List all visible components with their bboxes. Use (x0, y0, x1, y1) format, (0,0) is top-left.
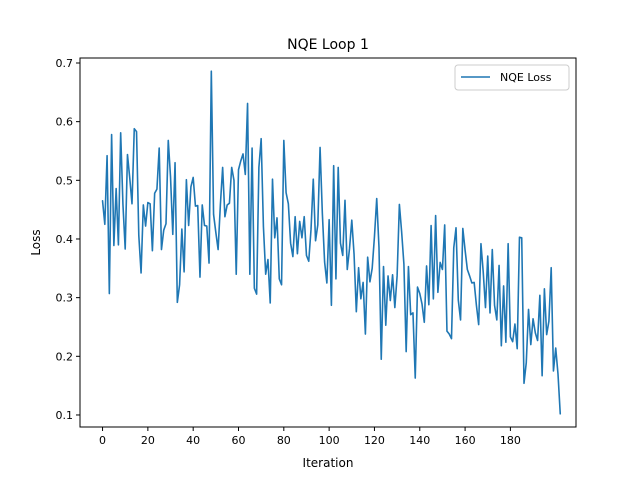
series-line-nqe-loss (101, 70, 562, 415)
y-tick-label: 0.4 (56, 233, 74, 246)
x-tick-label: 80 (277, 434, 291, 447)
legend-label-nqe-loss: NQE Loss (500, 71, 552, 84)
x-tick-label: 100 (319, 434, 340, 447)
legend-box (454, 64, 570, 91)
x-tick-label: 40 (186, 434, 200, 447)
chart-title: NQE Loop 1 (287, 37, 369, 53)
x-axis-label: Iteration (303, 456, 354, 470)
x-tick-label: 120 (364, 434, 385, 447)
y-tick-label: 0.7 (56, 57, 74, 70)
y-tick-label: 0.5 (56, 174, 74, 187)
y-tick-label: 0.3 (56, 292, 74, 305)
legend: NQE Loss (454, 64, 570, 91)
x-tick-label: 0 (99, 434, 106, 447)
y-axis-ticks: 0.1 0.2 0.3 0.4 0.5 0.6 0.7 (56, 57, 80, 422)
x-tick-label: 160 (455, 434, 476, 447)
x-tick-label: 20 (141, 434, 155, 447)
x-tick-label: 140 (409, 434, 430, 447)
x-tick-label: 60 (231, 434, 245, 447)
y-tick-label: 0.1 (56, 409, 74, 422)
x-tick-label: 180 (500, 434, 521, 447)
y-axis-label: Loss (29, 229, 43, 255)
y-tick-label: 0.2 (56, 350, 74, 363)
plot-frame (79, 57, 577, 428)
x-axis-ticks: 0 20 40 60 80 100 120 140 160 180 (99, 427, 521, 447)
y-tick-label: 0.6 (56, 116, 74, 129)
